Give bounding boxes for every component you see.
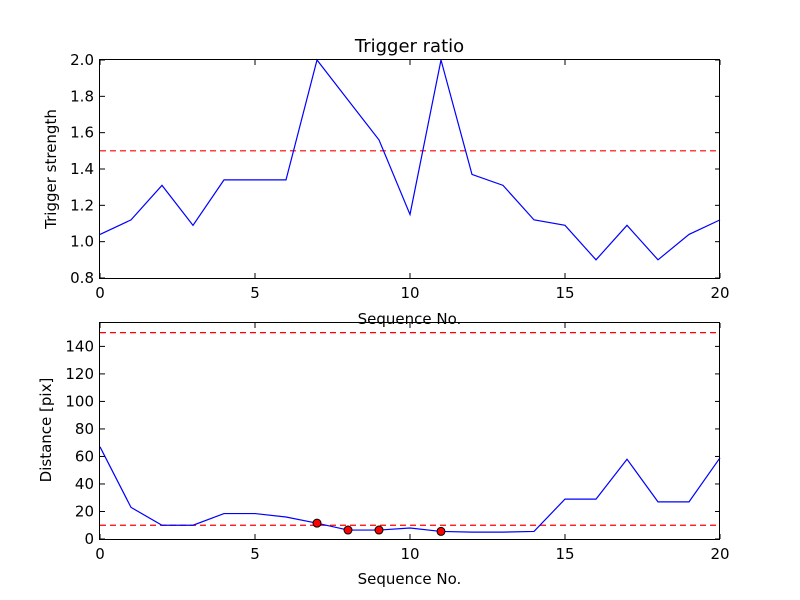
x-tick-label: 15	[555, 284, 574, 302]
y-axis-label: Trigger strength	[42, 109, 60, 230]
marker-point-2	[374, 525, 384, 535]
x-tick-label: 15	[555, 545, 574, 563]
x-tick-label: 5	[250, 545, 260, 563]
marker-point-3	[436, 526, 446, 536]
series-layer	[99, 58, 721, 261]
tick-layer: 0 5 10 15 20 0 20 40 60 80 100 120 140	[65, 323, 730, 563]
y-tick-label: 140	[65, 337, 94, 355]
y-tick-label: 1.4	[70, 160, 94, 178]
x-tick-label: 0	[95, 284, 105, 302]
y-tick-label: 1.6	[70, 124, 94, 142]
y-tick-label: 1.0	[70, 233, 94, 251]
y-tick-label: 1.2	[70, 196, 94, 214]
trigger-ratio-plot: Trigger ratio 0 5 10 15 20 0.8 1.0 1.2 1.4 1.6 1.8…	[42, 36, 730, 328]
plot-frame	[99, 59, 720, 279]
x-tick-label: 10	[400, 545, 419, 563]
x-axis-label: Sequence No.	[358, 570, 462, 588]
x-tick-label: 5	[250, 284, 260, 302]
y-axis-label: Distance [pix]	[37, 378, 55, 483]
x-axis-label: Sequence No.	[358, 310, 462, 328]
x-tick-label: 0	[95, 545, 105, 563]
y-tick-label: 60	[75, 447, 94, 465]
x-tick-label: 10	[400, 284, 419, 302]
plot-frame	[99, 322, 720, 540]
y-tick-label: 80	[75, 420, 94, 438]
series-line-0	[99, 58, 721, 261]
x-tick-label: 20	[710, 284, 729, 302]
marker-point-1	[343, 525, 353, 535]
y-tick-label: 40	[75, 475, 94, 493]
marker-point-0	[312, 518, 322, 528]
series-layer	[99, 332, 721, 536]
y-tick-label: 20	[75, 502, 94, 520]
chart-title: Trigger ratio	[354, 36, 464, 57]
y-tick-label: 1.8	[70, 87, 94, 105]
series-line-0	[99, 446, 721, 533]
y-tick-label: 120	[65, 365, 94, 383]
y-tick-label: 0	[84, 530, 94, 548]
y-tick-label: 100	[65, 392, 94, 410]
y-tick-label: 0.8	[70, 269, 94, 287]
x-tick-label: 20	[710, 545, 729, 563]
y-tick-label: 2.0	[70, 51, 94, 69]
